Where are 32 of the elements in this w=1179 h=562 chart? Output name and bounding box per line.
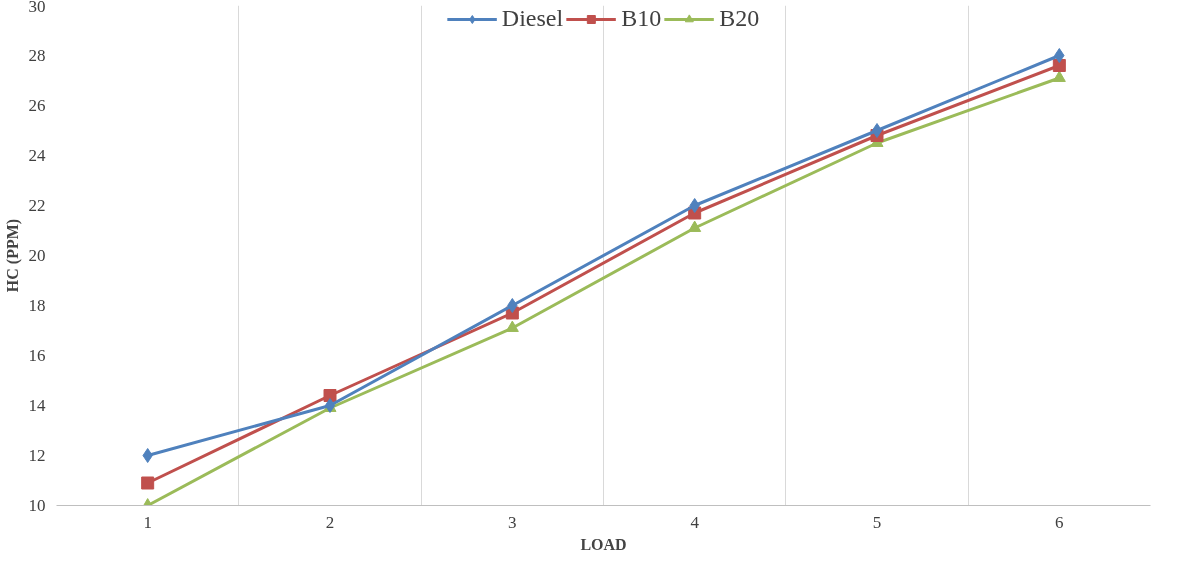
point <box>1054 48 1065 63</box>
y-tick-label: 22 <box>28 196 46 215</box>
y-tick-label: 14 <box>28 396 46 415</box>
y-tick-label: 30 <box>28 0 46 16</box>
legend-label: B10 <box>621 5 662 32</box>
x-tick-label: 2 <box>325 512 335 532</box>
legend-label: B20 <box>719 5 760 32</box>
legend-label: Diesel <box>501 5 564 32</box>
point <box>142 448 153 463</box>
point <box>507 298 518 313</box>
point <box>871 123 883 138</box>
x-tick-label: 6 <box>1055 512 1064 532</box>
y-tick-label: 16 <box>28 346 46 365</box>
y-tick-label: 24 <box>28 146 46 165</box>
x-tick-label: 4 <box>690 512 700 532</box>
point <box>1052 59 1066 72</box>
y-tick-label: 10 <box>28 496 46 515</box>
point <box>141 476 155 490</box>
x-tick-label: 3 <box>508 512 517 532</box>
y-tick-label: 20 <box>28 246 46 265</box>
y-tick-label: 12 <box>28 446 46 465</box>
y-axis-title: HC (PPM) <box>3 218 22 293</box>
y-tick-label: 18 <box>28 296 46 315</box>
x-tick-label: 1 <box>143 512 152 532</box>
y-tick-label: 28 <box>28 46 46 65</box>
point <box>505 320 519 332</box>
x-axis-title: LOAD <box>580 535 627 553</box>
point <box>1052 70 1066 82</box>
point <box>688 220 702 232</box>
y-tick-label: 26 <box>28 96 46 115</box>
x-tick-label: 5 <box>872 512 882 532</box>
point <box>689 198 700 213</box>
